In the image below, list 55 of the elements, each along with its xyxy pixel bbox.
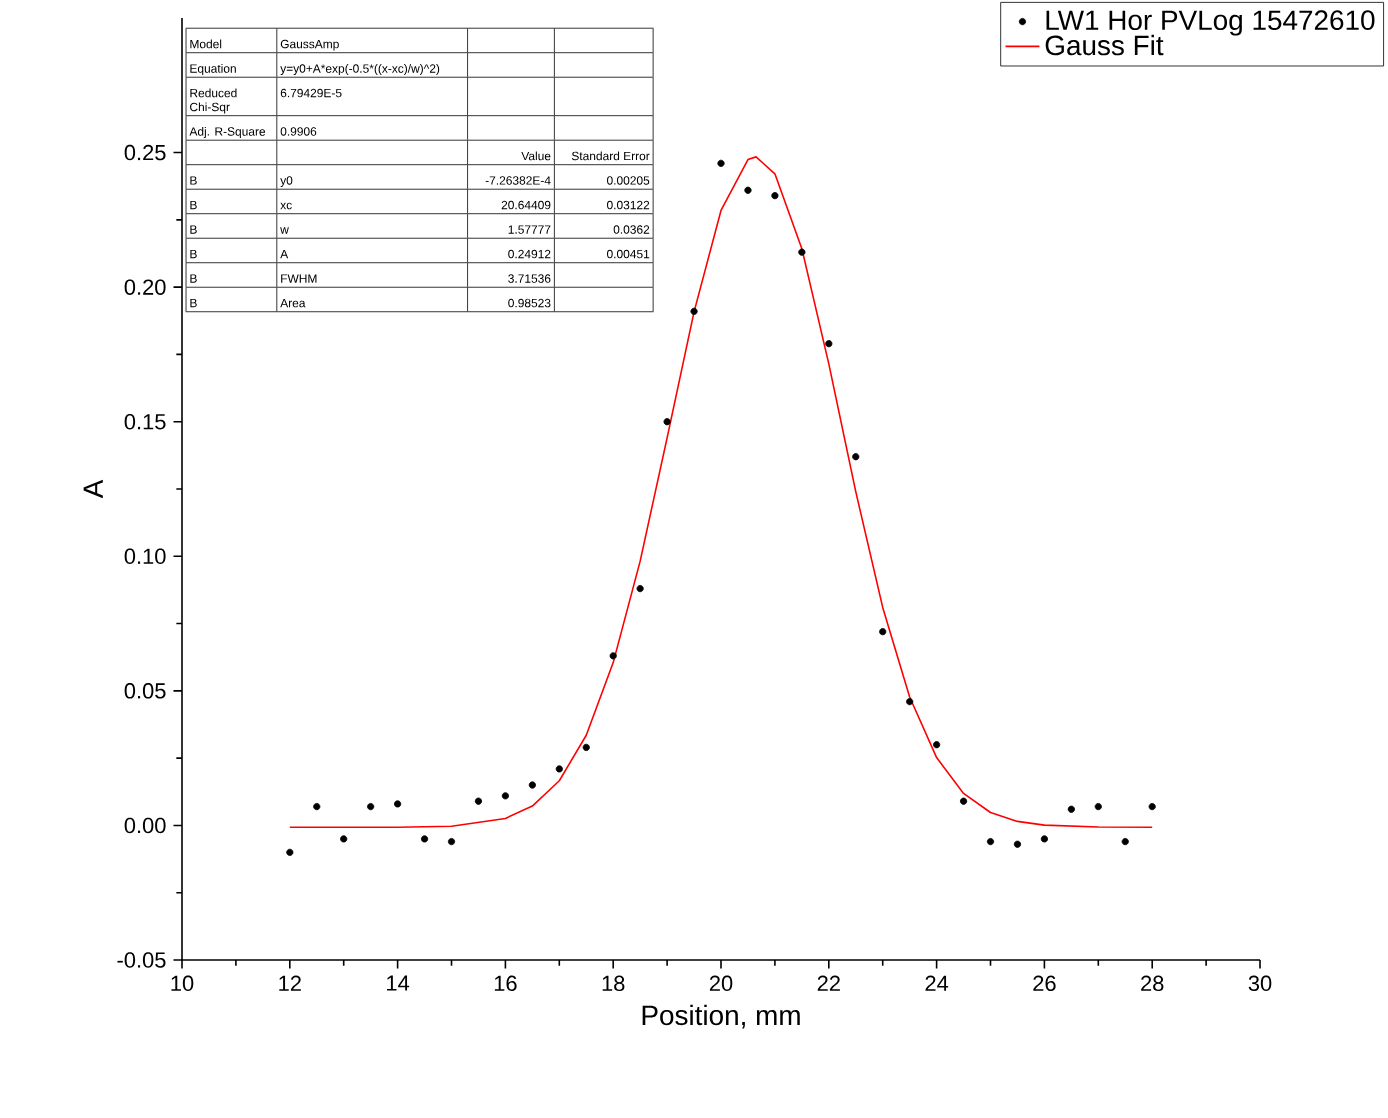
point: [555, 765, 563, 773]
point: [528, 781, 536, 789]
x-tick-label: 26: [1033, 975, 1056, 992]
point: [501, 792, 509, 800]
point: [1013, 840, 1022, 848]
point: [636, 584, 644, 593]
point: [1094, 803, 1102, 811]
point: [852, 453, 860, 461]
x-axis-title: Position, mm: [642, 1004, 800, 1029]
x-tick-label: 22: [817, 975, 840, 991]
point: [420, 835, 429, 843]
y-tick-label: 0.05: [124, 683, 166, 699]
y-tick-label: 0.20: [124, 279, 166, 295]
point: [367, 803, 375, 811]
point: [313, 803, 321, 811]
point: [690, 307, 698, 315]
point: [609, 652, 617, 660]
point: [933, 741, 941, 749]
y-tick-label: 0.00: [124, 817, 166, 834]
point: [663, 418, 671, 426]
point: [717, 159, 725, 167]
point: [1148, 803, 1156, 811]
point: [447, 837, 456, 846]
point: [771, 192, 779, 200]
x-tick-label: 28: [1141, 975, 1164, 992]
x-tick-label: 30: [1248, 975, 1272, 992]
y-tick-label: 0.10: [124, 548, 166, 565]
y-axis-title: A: [83, 479, 103, 499]
y-tick-label: 0.25: [124, 144, 166, 161]
point: [959, 797, 968, 805]
point: [906, 698, 914, 706]
point: [1040, 835, 1048, 843]
point: [825, 340, 833, 348]
x-tick-label: 16: [494, 975, 517, 992]
x-tick-label: 24: [925, 975, 949, 991]
y-tick-label: 0.15: [124, 413, 166, 430]
point: [1067, 805, 1075, 813]
point: [744, 186, 752, 194]
legend-label: Gauss Fit: [1045, 34, 1164, 56]
point: [286, 848, 294, 856]
point: [582, 743, 590, 751]
point: [879, 628, 887, 636]
legend-label: LW1 Hor PVLog 15472610: [1046, 10, 1375, 36]
point: [474, 797, 483, 805]
x-tick-label: 18: [602, 975, 625, 992]
x-tick-label: 20: [709, 975, 733, 992]
y-tick-label: -0.05: [117, 952, 166, 968]
point: [986, 837, 995, 846]
point: [394, 800, 402, 808]
x-tick-label: 10: [171, 975, 194, 992]
point: [798, 248, 806, 256]
x-tick-label: 14: [387, 975, 410, 991]
point: [340, 835, 348, 843]
point: [1121, 837, 1129, 846]
x-tick-label: 12: [279, 975, 301, 991]
